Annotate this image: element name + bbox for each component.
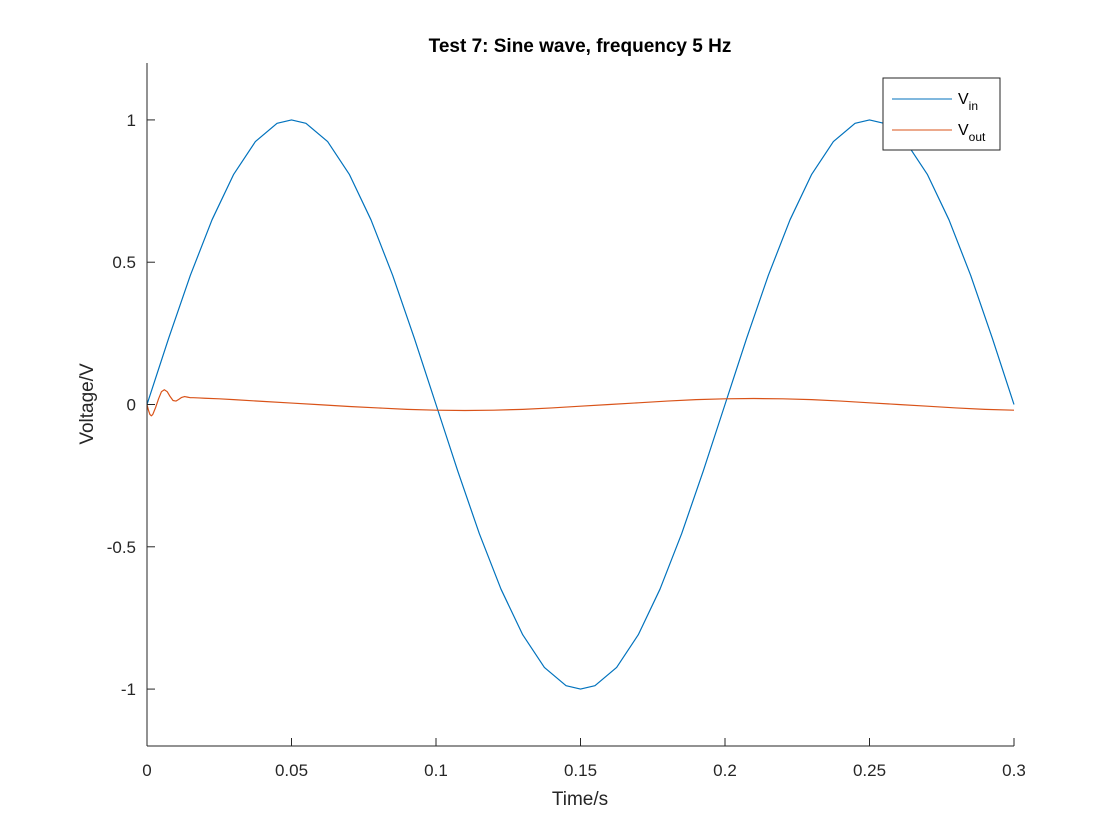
x-tick-label: 0.15	[564, 761, 597, 780]
y-tick-label: 0.5	[112, 253, 136, 272]
x-tick-label: 0	[142, 761, 151, 780]
x-tick-label: 0.1	[424, 761, 448, 780]
chart-title: Test 7: Sine wave, frequency 5 Hz	[429, 36, 732, 57]
series-line-v-in	[146, 119, 1015, 690]
legend-label-vin-main: V	[958, 91, 969, 108]
y-axis-title: Voltage/V	[77, 363, 98, 445]
legend-label-vin-sub: in	[969, 99, 978, 113]
legend-box	[882, 77, 1001, 151]
x-axis-title: Time/s	[552, 789, 608, 810]
x-ticks: 0 0.05 0.1 0.15 0.2 0.25 0.3	[142, 738, 1026, 780]
x-tick-label: 0.3	[1002, 761, 1026, 780]
x-tick-label: 0.05	[275, 761, 308, 780]
y-tick-label: -1	[121, 680, 136, 699]
legend[interactable]: Vin Vout	[882, 77, 1001, 151]
y-tick-label: -0.5	[107, 538, 136, 557]
x-tick-label: 0.2	[713, 761, 737, 780]
y-ticks: -1 -0.5 0 0.5 1	[107, 111, 155, 699]
legend-label-vout-main: V	[958, 122, 969, 139]
plot-area	[146, 119, 1015, 690]
legend-label-vout-sub: out	[969, 130, 986, 144]
series-line-v-out	[146, 389, 1015, 417]
x-tick-label: 0.25	[853, 761, 886, 780]
y-tick-label: 1	[127, 111, 136, 130]
legend-label-vin: Vin	[958, 91, 978, 113]
legend-label-vout: Vout	[958, 122, 986, 144]
y-tick-label: 0	[127, 396, 136, 415]
